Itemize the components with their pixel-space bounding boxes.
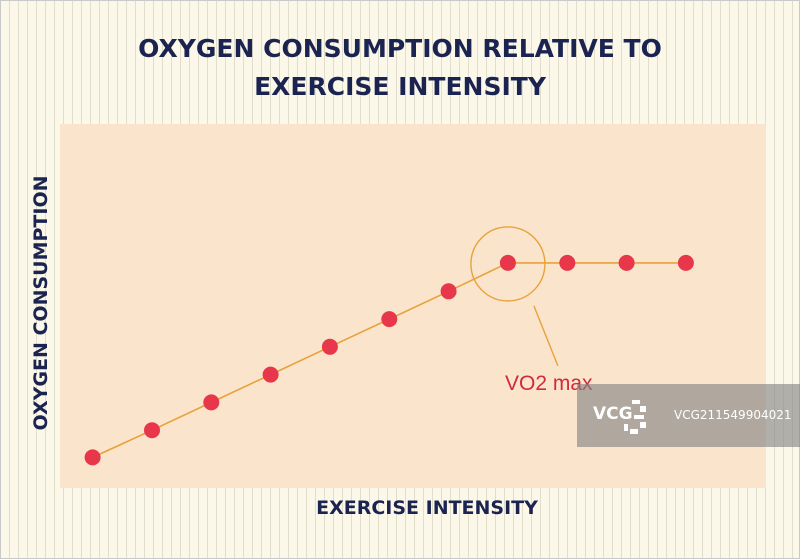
data-point-5 [321,338,338,355]
watermark-logo-text: VCG [593,404,633,424]
data-point-8 [499,254,516,271]
data-point-10 [618,254,635,271]
data-point-1 [84,449,101,466]
data-point-2 [144,422,160,439]
data-point-3 [203,394,220,411]
chart-title: OXYGEN CONSUMPTION RELATIVE TO EXERCISE … [100,30,700,106]
watermark-logo-icon [624,400,646,434]
chart-title-line-1: OXYGEN CONSUMPTION RELATIVE TO [138,34,662,63]
annotation-group [470,226,559,367]
data-points-group [84,254,694,466]
vo2max-leader-line [533,305,559,367]
vo2max-highlight-circle [470,226,546,302]
chart-title-line-2: EXERCISE INTENSITY [254,72,546,101]
data-point-11 [677,254,694,271]
data-point-4 [262,366,279,383]
data-point-6 [381,311,398,328]
data-point-7 [440,283,457,300]
watermark: VCG VCG211549904021 [577,384,800,447]
watermark-id: VCG211549904021 [674,408,792,422]
vo2max-annotation-label: VO2 max [505,372,593,395]
data-point-9 [559,254,576,271]
x-axis-label: EXERCISE INTENSITY [316,497,538,519]
